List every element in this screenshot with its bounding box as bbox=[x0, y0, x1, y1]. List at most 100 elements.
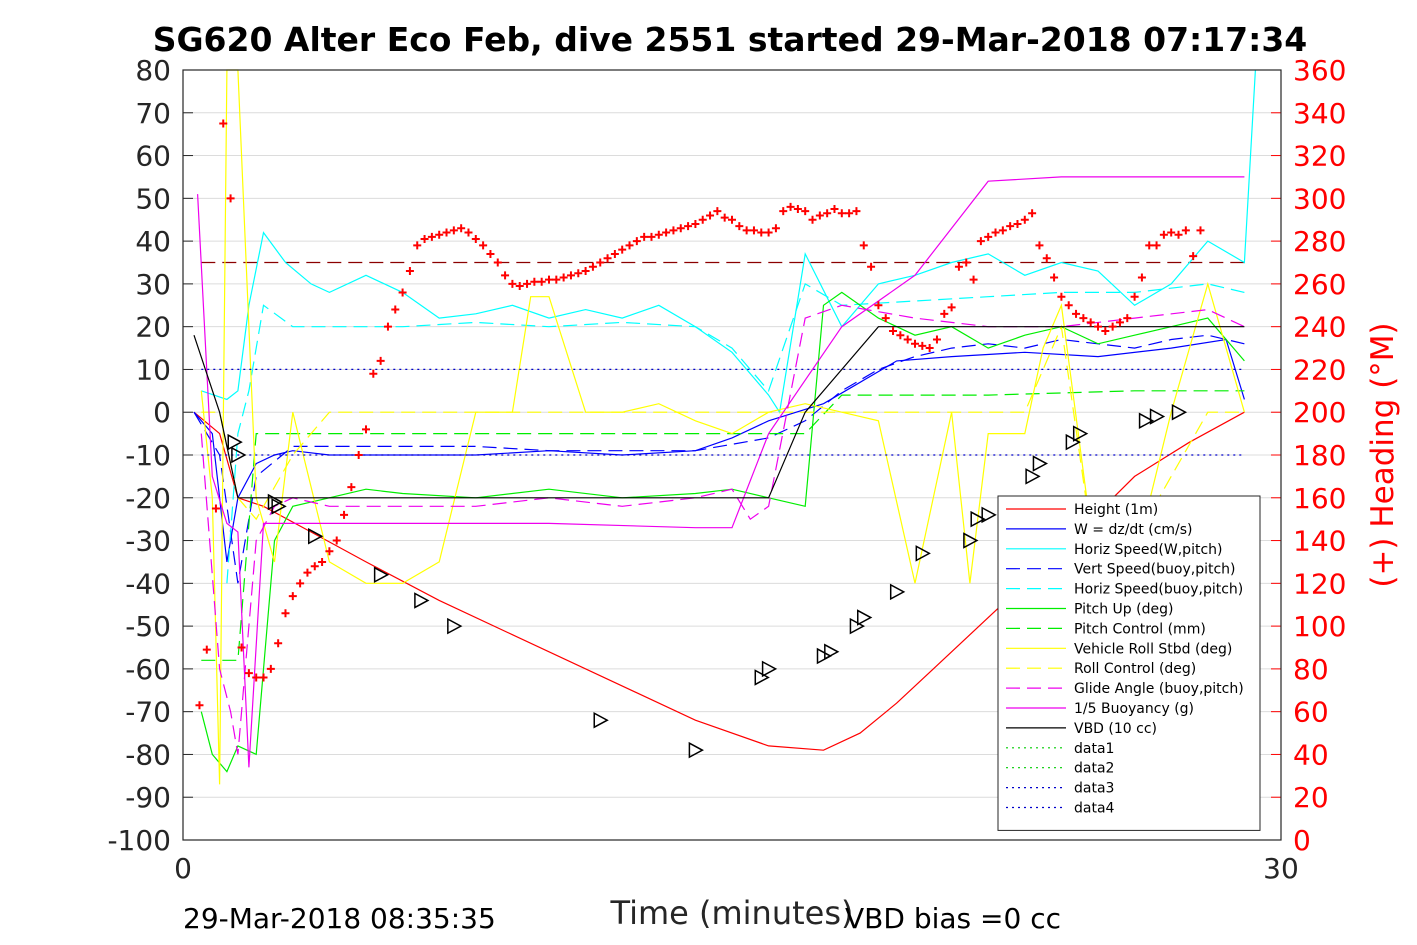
legend-entry: VBD (10 cc) bbox=[1074, 721, 1157, 737]
legend-entry: Vert Speed(buoy,pitch) bbox=[1074, 562, 1236, 578]
legend-entry: data2 bbox=[1074, 761, 1114, 777]
right-tick-label: 320 bbox=[1293, 140, 1346, 173]
heading-point bbox=[296, 579, 305, 588]
legend-entry: Horiz Speed(W,pitch) bbox=[1074, 542, 1222, 558]
heading-point bbox=[493, 258, 502, 267]
heading-point bbox=[830, 205, 839, 214]
heading-point bbox=[603, 254, 612, 263]
heading-point bbox=[684, 222, 693, 231]
heading-point bbox=[889, 326, 898, 335]
heading-point bbox=[281, 609, 290, 618]
legend-entry: Vehicle Roll Stbd (deg) bbox=[1074, 641, 1232, 657]
heading-point bbox=[676, 224, 685, 233]
direction-marker bbox=[915, 545, 931, 562]
heading-point bbox=[881, 314, 890, 323]
heading-point bbox=[530, 277, 539, 286]
heading-point bbox=[420, 234, 429, 243]
heading-point bbox=[932, 335, 941, 344]
heading-point bbox=[219, 119, 228, 128]
heading-point bbox=[588, 262, 597, 271]
series-line bbox=[200, 69, 1245, 785]
heading-point bbox=[1196, 226, 1205, 235]
right-tick-label: 220 bbox=[1293, 353, 1346, 386]
heading-point bbox=[486, 249, 495, 258]
heading-point bbox=[940, 309, 949, 318]
direction-marker bbox=[447, 617, 463, 635]
heading-point bbox=[559, 273, 568, 282]
heading-point bbox=[793, 205, 802, 214]
heading-point bbox=[471, 234, 480, 243]
direction-marker bbox=[1138, 412, 1155, 430]
right-tick-label: 120 bbox=[1293, 567, 1346, 600]
heading-point bbox=[1115, 318, 1124, 327]
left-tick-label: 70 bbox=[135, 97, 171, 130]
left-tick-label: -80 bbox=[125, 738, 171, 771]
heading-point bbox=[479, 241, 488, 250]
heading-point bbox=[1123, 314, 1132, 323]
heading-point bbox=[515, 282, 524, 291]
direction-marker bbox=[1072, 425, 1089, 442]
chart-title: SG620 Alter Eco Feb, dive 2551 started 2… bbox=[153, 20, 1308, 59]
heading-point bbox=[925, 344, 934, 353]
direction-marker bbox=[754, 669, 770, 686]
heading-point bbox=[244, 669, 253, 678]
heading-point bbox=[288, 592, 297, 601]
heading-point bbox=[610, 249, 619, 258]
heading-point bbox=[779, 207, 788, 216]
right-tick-label: 80 bbox=[1293, 653, 1329, 686]
heading-point bbox=[815, 211, 824, 220]
heading-point bbox=[786, 202, 795, 211]
heading-point bbox=[383, 322, 392, 331]
legend-entry: Horiz Speed(buoy,pitch) bbox=[1074, 582, 1243, 598]
series-line bbox=[197, 176, 1245, 768]
heading-point bbox=[347, 483, 356, 492]
heading-point bbox=[501, 271, 510, 280]
left-tick-label: -30 bbox=[125, 525, 171, 558]
direction-marker bbox=[593, 711, 609, 729]
heading-point bbox=[976, 237, 985, 246]
right-tick-label: 0 bbox=[1293, 824, 1311, 857]
left-axis-ticks: 80 70 60 50 40 30 20 10 0 -10 -20 -30 -40 -50 -60 -70 -8… bbox=[107, 54, 193, 857]
x-axis-ticks: 0 30 bbox=[174, 830, 1299, 885]
right-tick-label: 40 bbox=[1293, 738, 1329, 771]
legend-entry: Height (1m) bbox=[1074, 502, 1158, 518]
heading-point bbox=[662, 228, 671, 237]
heading-point bbox=[1145, 241, 1154, 250]
heading-point bbox=[1130, 292, 1139, 301]
heading-point bbox=[340, 510, 349, 519]
heading-point bbox=[1064, 301, 1073, 310]
series-line bbox=[226, 283, 1245, 584]
heading-point bbox=[632, 237, 641, 246]
heading-point bbox=[537, 277, 546, 286]
heading-point bbox=[362, 425, 370, 434]
heading-point bbox=[1181, 226, 1190, 235]
plot-area bbox=[194, 69, 1256, 785]
heading-point bbox=[376, 356, 385, 365]
heading-point bbox=[984, 232, 993, 241]
direction-marker bbox=[1149, 408, 1166, 425]
direction-marker bbox=[1065, 433, 1081, 451]
left-tick-label: 10 bbox=[135, 353, 171, 386]
right-tick-label: 360 bbox=[1293, 54, 1346, 87]
direction-marker bbox=[308, 528, 324, 545]
direction-marker bbox=[857, 609, 873, 626]
heading-point bbox=[771, 224, 780, 233]
heading-point bbox=[852, 207, 861, 216]
heading-point bbox=[896, 331, 905, 340]
legend-entry: Glide Angle (buoy,pitch) bbox=[1074, 681, 1244, 697]
right-tick-label: 100 bbox=[1293, 610, 1346, 643]
heading-point bbox=[596, 258, 605, 267]
heading-point bbox=[449, 226, 458, 235]
heading-point bbox=[706, 211, 715, 220]
heading-point bbox=[867, 262, 876, 271]
heading-point bbox=[427, 232, 436, 241]
right-tick-label: 300 bbox=[1293, 182, 1346, 215]
heading-point bbox=[1094, 322, 1102, 331]
heading-point bbox=[911, 339, 919, 348]
left-tick-label: 40 bbox=[135, 225, 171, 258]
right-tick-label: 160 bbox=[1293, 482, 1346, 515]
left-tick-label: -20 bbox=[125, 482, 171, 515]
heading-point bbox=[823, 209, 832, 218]
heading-point bbox=[523, 279, 532, 288]
heading-point bbox=[903, 335, 912, 344]
